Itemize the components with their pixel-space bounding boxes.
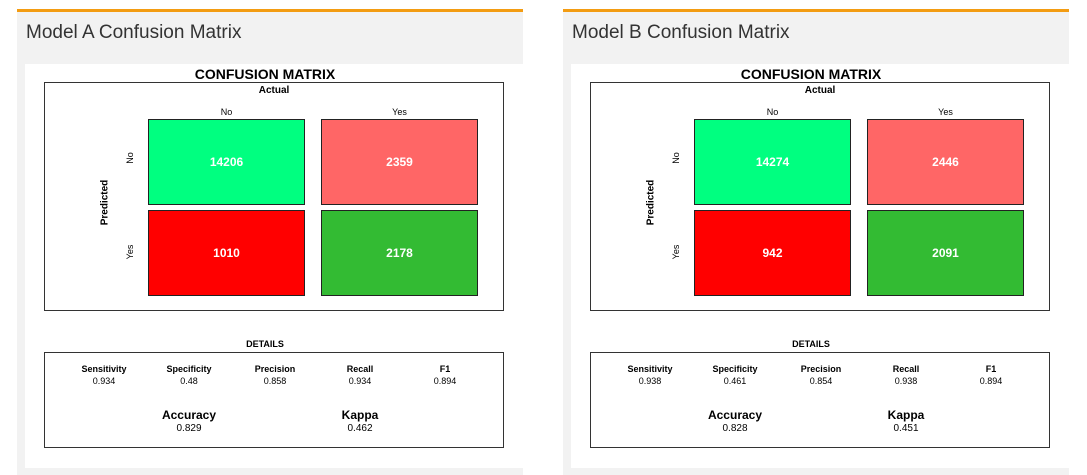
kappa-label: Kappa bbox=[887, 408, 925, 422]
row-label-yes: Yes bbox=[671, 244, 681, 260]
matrix-box: Actual No Yes Predicted No Yes 14206 235… bbox=[44, 82, 504, 311]
chart-title: CONFUSION MATRIX bbox=[740, 66, 882, 82]
cell-true-negative: 14274 bbox=[694, 119, 851, 205]
metric-specificity: Specificity 0.461 bbox=[695, 363, 775, 387]
row-label-no: No bbox=[125, 152, 135, 164]
metric-value: 0.894 bbox=[979, 376, 1003, 386]
details-box: Sensitivity 0.934 Specificity 0.48 Preci… bbox=[44, 352, 504, 448]
row-label-yes: Yes bbox=[125, 244, 135, 260]
metric-f1: F1 0.894 bbox=[951, 363, 1031, 387]
cell-true-negative: 14206 bbox=[148, 119, 305, 205]
metric-recall: Recall 0.934 bbox=[320, 363, 400, 387]
metric-precision: Precision 0.854 bbox=[781, 363, 861, 387]
actual-axis-label: Actual bbox=[258, 85, 290, 96]
accuracy-value: 0.829 bbox=[176, 423, 202, 434]
kappa-label: Kappa bbox=[341, 408, 379, 422]
metric-label: Sensitivity bbox=[627, 364, 673, 374]
accuracy-label: Accuracy bbox=[707, 408, 763, 422]
accuracy-block: Accuracy 0.829 bbox=[129, 408, 249, 436]
cell-false-positive: 1010 bbox=[148, 210, 305, 296]
metric-label: Recall bbox=[346, 364, 374, 374]
accuracy-label: Accuracy bbox=[161, 408, 217, 422]
cell-false-positive: 942 bbox=[694, 210, 851, 296]
matrix-box: Actual No Yes Predicted No Yes 14274 244… bbox=[590, 82, 1050, 311]
predicted-axis-label: Predicted bbox=[99, 179, 111, 226]
metric-sensitivity: Sensitivity 0.934 bbox=[64, 363, 144, 387]
details-title: DETAILS bbox=[792, 339, 830, 349]
metric-label: F1 bbox=[439, 364, 451, 374]
kappa-block: Kappa 0.462 bbox=[300, 408, 420, 436]
cell-true-positive: 2091 bbox=[867, 210, 1024, 296]
cell-false-negative: 2446 bbox=[867, 119, 1024, 205]
metric-value: 0.938 bbox=[894, 376, 918, 386]
metric-value: 0.934 bbox=[92, 376, 116, 386]
metric-label: Sensitivity bbox=[81, 364, 127, 374]
kappa-value: 0.451 bbox=[893, 423, 919, 434]
model-a-panel: Model A Confusion Matrix CONFUSION MATRI… bbox=[17, 9, 524, 475]
col-label-no: No bbox=[220, 107, 233, 117]
metric-value: 0.934 bbox=[348, 376, 372, 386]
metric-value: 0.938 bbox=[638, 376, 662, 386]
metric-f1: F1 0.894 bbox=[405, 363, 485, 387]
metric-label: Precision bbox=[254, 364, 296, 374]
metric-sensitivity: Sensitivity 0.938 bbox=[610, 363, 690, 387]
details-box: Sensitivity 0.938 Specificity 0.461 Prec… bbox=[590, 352, 1050, 448]
confusion-matrix-plot: CONFUSION MATRIX Actual No Yes Predicted… bbox=[25, 64, 524, 468]
metric-label: F1 bbox=[985, 364, 997, 374]
metric-label: Precision bbox=[800, 364, 842, 374]
metric-value: 0.858 bbox=[263, 376, 287, 386]
predicted-axis-label: Predicted bbox=[645, 179, 657, 226]
kappa-value: 0.462 bbox=[347, 423, 373, 434]
metric-specificity: Specificity 0.48 bbox=[149, 363, 229, 387]
metric-recall: Recall 0.938 bbox=[866, 363, 946, 387]
panel-title: Model A Confusion Matrix bbox=[26, 22, 242, 43]
cell-false-negative: 2359 bbox=[321, 119, 478, 205]
cell-true-positive: 2178 bbox=[321, 210, 478, 296]
metric-label: Recall bbox=[892, 364, 920, 374]
col-label-yes: Yes bbox=[938, 107, 953, 117]
accuracy-value: 0.828 bbox=[722, 423, 748, 434]
metric-value: 0.854 bbox=[809, 376, 833, 386]
metric-value: 0.894 bbox=[433, 376, 457, 386]
col-label-no: No bbox=[766, 107, 779, 117]
accuracy-block: Accuracy 0.828 bbox=[675, 408, 795, 436]
confusion-matrix-plot: CONFUSION MATRIX Actual No Yes Predicted… bbox=[571, 64, 1070, 468]
panel-title: Model B Confusion Matrix bbox=[572, 22, 790, 43]
model-b-panel: Model B Confusion Matrix CONFUSION MATRI… bbox=[563, 9, 1070, 475]
metric-label: Specificity bbox=[712, 364, 758, 374]
kappa-block: Kappa 0.451 bbox=[846, 408, 966, 436]
details-title: DETAILS bbox=[246, 339, 284, 349]
row-label-no: No bbox=[671, 152, 681, 164]
actual-axis-label: Actual bbox=[804, 85, 836, 96]
metric-label: Specificity bbox=[166, 364, 212, 374]
metric-value: 0.461 bbox=[723, 376, 747, 386]
chart-title: CONFUSION MATRIX bbox=[194, 66, 336, 82]
metric-precision: Precision 0.858 bbox=[235, 363, 315, 387]
metric-value: 0.48 bbox=[180, 376, 198, 386]
col-label-yes: Yes bbox=[392, 107, 407, 117]
